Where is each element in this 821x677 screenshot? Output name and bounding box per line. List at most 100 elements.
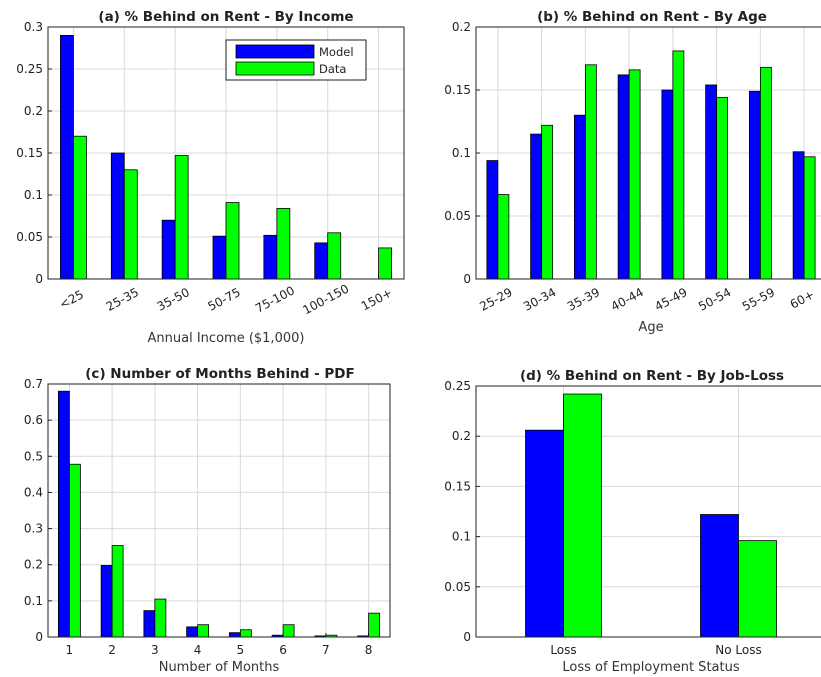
x-tick-label: 1	[66, 643, 74, 657]
y-tick-label: 0.15	[444, 83, 471, 97]
bar-data	[327, 232, 342, 280]
bar-data	[276, 208, 291, 280]
y-tick-label: 0.15	[444, 479, 471, 493]
bar-data	[123, 169, 138, 280]
bar-data	[672, 50, 685, 280]
x-tick-label: <25	[57, 287, 86, 311]
x-tick-label: 3	[151, 643, 159, 657]
bar-model	[525, 429, 564, 638]
bar-data	[154, 598, 167, 638]
bar-model	[143, 610, 156, 638]
y-tick-label: 0.2	[452, 20, 471, 34]
chart-panel-b: 0 0.05 0.1 0.15 0.2 25-29 30-34 35-39 40-44 45-49…	[444, 9, 821, 335]
y-tick-label: 0.4	[24, 485, 43, 499]
chart-title: (a) % Behind on Rent - By Income	[98, 9, 353, 25]
x-tick-label: 6	[279, 643, 287, 657]
y-tick-label: 0	[35, 630, 43, 644]
y-tick-label: 0.05	[444, 580, 471, 594]
y-tick-label: 0.1	[452, 146, 471, 160]
bar-data	[803, 156, 816, 280]
x-axis-label: Age	[638, 320, 663, 335]
y-tick-label: 0.3	[24, 522, 43, 536]
legend-label: Model	[319, 45, 354, 59]
bar-data	[563, 393, 602, 638]
bar-model	[161, 219, 176, 280]
bar-data	[282, 624, 295, 638]
bar-data	[368, 612, 381, 638]
y-tick-label: 0.05	[444, 209, 471, 223]
chart-title: (c) Number of Months Behind - PDF	[85, 366, 354, 382]
bar-model	[212, 235, 227, 280]
bar-model	[573, 114, 586, 280]
plot-area-frame	[475, 26, 821, 280]
bar-data	[584, 64, 597, 280]
y-tick-label: 0.2	[452, 429, 471, 443]
x-tick-label: 7	[322, 643, 330, 657]
bar-data	[497, 194, 510, 280]
y-tick-label: 0.2	[24, 104, 43, 118]
bar-model	[110, 152, 125, 280]
chart-panel-d: 0 0.05 0.1 0.15 0.2 0.25 Loss No Loss (d) % Behi…	[444, 368, 821, 675]
x-tick-label: 50-54	[696, 285, 733, 314]
bar-data	[73, 135, 87, 280]
bar-model	[186, 626, 199, 638]
x-axis-label: Annual Income ($1,000)	[148, 331, 305, 346]
bar-model	[60, 35, 74, 280]
bar-data	[111, 545, 124, 638]
y-tick-label: 0.3	[24, 20, 43, 34]
x-tick-label: 2	[108, 643, 116, 657]
x-tick-label: 100-150	[300, 282, 351, 318]
legend-swatch-model	[235, 44, 315, 59]
bar-data	[541, 124, 554, 280]
y-tick-label: 0	[463, 272, 471, 286]
bar-model	[661, 89, 674, 280]
bar-model	[486, 160, 499, 280]
plot-area-frame	[47, 26, 405, 280]
y-tick-label: 0.2	[24, 558, 43, 572]
x-tick-label: 50-75	[205, 285, 242, 314]
legend-swatch-data	[235, 61, 315, 76]
x-tick-label: 75-100	[253, 283, 297, 315]
x-tick-label: 25-35	[104, 285, 141, 314]
y-tick-label: 0.1	[24, 594, 43, 608]
bar-model	[617, 74, 630, 280]
x-tick-label: 60+	[788, 287, 817, 311]
y-tick-label: 0.1	[452, 530, 471, 544]
x-tick-label: 25-29	[477, 285, 514, 314]
x-tick-label: 5	[237, 643, 245, 657]
y-tick-label: 0.5	[24, 449, 43, 463]
y-tick-label: 0.6	[24, 413, 43, 427]
x-tick-label: No Loss	[715, 643, 761, 657]
x-tick-label: 35-50	[155, 285, 192, 314]
x-tick-label: 4	[194, 643, 202, 657]
bar-data	[759, 66, 772, 280]
plot-area-frame	[475, 385, 821, 638]
bar-model	[314, 242, 329, 280]
x-tick-label: Loss	[550, 643, 576, 657]
bar-data	[738, 540, 777, 638]
legend-label: Data	[319, 62, 346, 76]
bar-model	[57, 390, 70, 638]
bar-data	[239, 629, 252, 638]
bar-model	[228, 632, 241, 638]
x-axis-label: Number of Months	[159, 660, 280, 675]
x-axis-label: Loss of Employment Status	[562, 660, 739, 675]
bar-model	[530, 133, 543, 280]
bar-data	[225, 202, 240, 280]
bar-model	[700, 514, 739, 638]
bar-model	[263, 234, 278, 280]
y-tick-label: 0.15	[16, 146, 43, 160]
x-tick-label: 35-39	[565, 285, 602, 314]
bar-data	[716, 97, 729, 280]
bar-model	[100, 565, 113, 638]
y-tick-label: 0.25	[16, 62, 43, 76]
chart-title: (d) % Behind on Rent - By Job-Loss	[520, 368, 784, 384]
chart-panel-a: 0 0.05 0.1 0.15 0.2 0.25 0.3 <25 25-35 35-50 50-75…	[16, 9, 405, 346]
bar-data	[174, 155, 189, 280]
y-tick-label: 0.25	[444, 379, 471, 393]
bar-data	[197, 624, 210, 638]
y-tick-label: 0.05	[16, 230, 43, 244]
x-tick-label: 45-49	[652, 285, 689, 314]
bar-data	[628, 69, 641, 280]
